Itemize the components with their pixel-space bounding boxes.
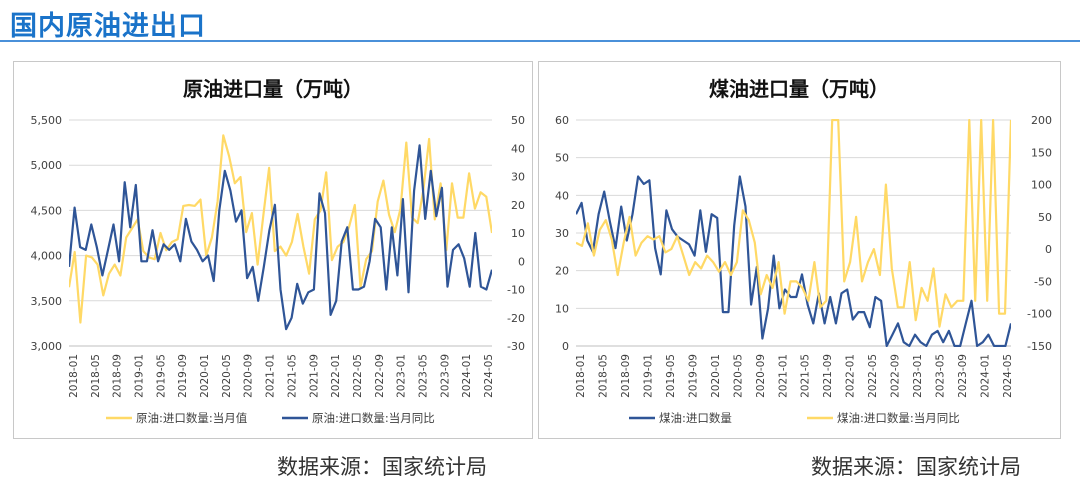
x-axis-tick-label: 2022-01 [845, 354, 857, 398]
x-axis-tick-label: 2024-05 [483, 354, 495, 398]
right-axis-tick-label: -20 [507, 312, 525, 325]
chart-title: 煤油进口量（万吨） [709, 77, 889, 101]
x-axis-tick-label: 2019-05 [665, 354, 677, 398]
right-axis-tick-label: -10 [507, 284, 525, 297]
x-axis-tick-label: 2022-09 [890, 354, 902, 398]
right-axis-tick-label: 100 [1031, 179, 1052, 192]
x-axis-tick-label: 2018-09 [620, 354, 632, 398]
left-axis-tick-label: 4,500 [31, 204, 63, 217]
x-axis-tick-label: 2023-05 [935, 354, 947, 398]
crude-oil-chart: 原油进口量（万吨） 3,000 3,500 4,000 4,500 5,000 5,500 -… [31, 77, 526, 425]
left-axis-tick-label: 3,000 [31, 340, 63, 353]
right-axis-tick-label: 10 [511, 227, 525, 240]
right-axis-tick-label: 150 [1031, 146, 1052, 159]
left-axis-tick-label: 10 [555, 302, 569, 315]
x-axis-tick-label: 2024-01 [980, 354, 992, 398]
x-axis-tick-label: 2021-01 [265, 354, 277, 398]
series-line-1 [576, 119, 1011, 328]
x-axis-tick-label: 2021-01 [777, 354, 789, 398]
left-axis-tick-label: 60 [555, 114, 569, 127]
x-axis-tick-label: 2019-01 [134, 354, 146, 398]
left-axis-tick-label: 40 [555, 189, 569, 202]
right-axis-tick-label: 20 [511, 199, 525, 212]
right-axis-tick-label: -100 [1027, 308, 1052, 321]
source-note-right: 数据来源：国家统计局 [811, 455, 1021, 479]
left-axis-tick-label: 4,000 [31, 250, 63, 263]
legend-label: 煤油:进口数量:当月同比 [837, 411, 960, 425]
x-axis-tick-label: 2023-09 [439, 354, 451, 398]
left-axis-tick-label: 0 [562, 340, 569, 353]
x-axis-tick-label: 2021-05 [286, 354, 298, 398]
legend-label: 原油:进口数量:当月同比 [312, 411, 435, 425]
right-axis-tick-label: 0 [1045, 243, 1052, 256]
chart-title: 原油进口量（万吨） [183, 77, 363, 101]
page-title: 国内原油进出口 [10, 11, 206, 42]
x-axis-tick-label: 2020-09 [755, 354, 767, 398]
right-axis-tick-label: 0 [518, 255, 525, 268]
coal-oil-chart: 煤油进口量（万吨） 0 10 20 30 40 50 60 -150 -100 -50 0 50 100 1… [555, 77, 1052, 425]
title-rule [0, 40, 1080, 42]
right-axis-tick-label: 30 [511, 171, 525, 184]
x-axis-tick-label: 2023-01 [912, 354, 924, 398]
x-axis-tick-label: 2018-09 [112, 354, 124, 398]
source-note-left: 数据来源：国家统计局 [277, 455, 487, 479]
x-axis-tick-label: 2021-09 [822, 354, 834, 398]
coal-oil-chart-panel: 煤油进口量（万吨） 0 10 20 30 40 50 60 -150 -100 -50 0 50 100 1… [538, 61, 1061, 439]
x-axis-tick-label: 2022-01 [330, 354, 342, 398]
x-axis-tick-label: 2020-05 [221, 354, 233, 398]
left-axis-tick-label: 3,500 [31, 295, 63, 308]
x-axis-tick-label: 2022-05 [352, 354, 364, 398]
x-axis-tick-label: 2023-05 [417, 354, 429, 398]
series-line-0 [576, 175, 1011, 347]
x-axis-tick-label: 2020-01 [199, 354, 211, 398]
x-axis-tick-label: 2019-09 [177, 354, 189, 398]
x-axis-tick-label: 2019-09 [687, 354, 699, 398]
x-axis-tick-label: 2020-01 [710, 354, 722, 398]
x-axis-tick-label: 2020-09 [243, 354, 255, 398]
x-axis-tick-label: 2021-05 [800, 354, 812, 398]
x-axis-tick-label: 2024-05 [1002, 354, 1014, 398]
right-axis-tick-label: 200 [1031, 114, 1052, 127]
x-axis-tick-label: 2018-01 [68, 354, 80, 398]
x-axis-tick-label: 2023-01 [396, 354, 408, 398]
right-axis-tick-label: 50 [1038, 211, 1052, 224]
legend-label: 煤油:进口数量 [659, 411, 732, 425]
left-axis-tick-label: 5,500 [31, 114, 63, 127]
right-axis-tick-label: 50 [511, 114, 525, 127]
left-axis-tick-label: 50 [555, 152, 569, 165]
left-axis-tick-label: 30 [555, 227, 569, 240]
x-axis-tick-label: 2018-05 [90, 354, 102, 398]
x-axis-tick-label: 2021-09 [308, 354, 320, 398]
crude-oil-chart-panel: 原油进口量（万吨） 3,000 3,500 4,000 4,500 5,000 5,500 -… [13, 61, 533, 439]
right-axis-tick-label: -150 [1027, 340, 1052, 353]
x-axis-tick-label: 2023-09 [957, 354, 969, 398]
left-axis-tick-label: 20 [555, 265, 569, 278]
x-axis-tick-label: 2022-09 [374, 354, 386, 398]
x-axis-tick-label: 2020-05 [732, 354, 744, 398]
x-axis-tick-label: 2018-05 [597, 354, 609, 398]
right-axis-tick-label: 40 [511, 142, 525, 155]
legend-label: 原油:进口数量:当月值 [136, 411, 248, 425]
x-axis-tick-label: 2024-01 [461, 354, 473, 398]
right-axis-tick-label: -50 [1034, 275, 1052, 288]
left-axis-tick-label: 5,000 [31, 159, 63, 172]
x-axis-tick-label: 2022-05 [867, 354, 879, 398]
x-axis-tick-label: 2019-05 [155, 354, 167, 398]
x-axis-tick-label: 2018-01 [575, 354, 587, 398]
x-axis-tick-label: 2019-01 [642, 354, 654, 398]
series-line-1 [69, 144, 492, 331]
right-axis-tick-label: -30 [507, 340, 525, 353]
